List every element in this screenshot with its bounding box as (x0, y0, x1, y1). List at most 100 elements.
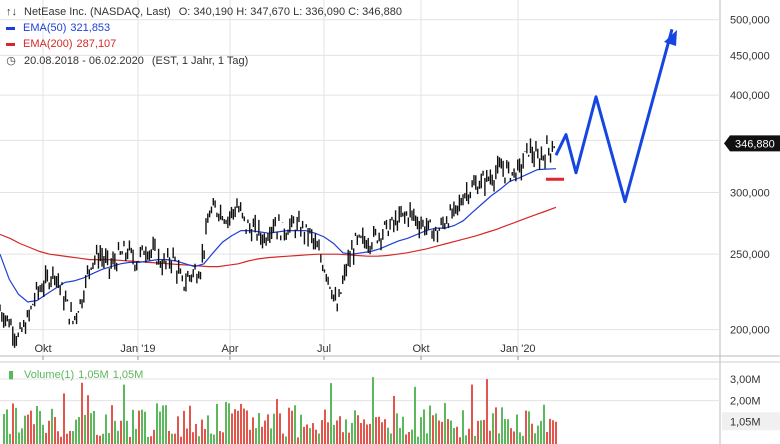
volume-bar-down (471, 384, 473, 444)
volume-bar-down (219, 431, 221, 444)
volume-bar-down (495, 407, 497, 444)
volume-bar-up (6, 409, 8, 444)
y-tick-label: 200,000 (730, 325, 770, 337)
ohlc-values: O: 340,190 H: 347,670 L: 336,090 C: 346,… (178, 6, 402, 18)
volume-bar-down (138, 410, 140, 444)
axes: 500,000450,000400,000350,000300,000250,0… (34, 15, 780, 431)
volume-bar-up (42, 424, 44, 444)
x-tick-label: Apr (221, 343, 238, 355)
volume-bar-up (108, 432, 110, 444)
volume-bar-up (216, 403, 218, 444)
volume-bar-up (333, 424, 335, 444)
volume-bar-down (360, 423, 362, 444)
volume-bar-up (156, 403, 158, 444)
volume-bar-up (345, 419, 347, 444)
volume-bar-down (348, 432, 350, 444)
volume-bar-down (54, 417, 56, 444)
volume-bar-down (546, 431, 548, 444)
date-range: 20.08.2018 - 06.02.2020 (24, 55, 144, 67)
volume-bar-down (477, 420, 479, 444)
ema200-value: 287,107 (76, 38, 117, 50)
volume-bar-down (438, 420, 440, 444)
volume-bar-down (297, 437, 299, 444)
volume-bar-up (21, 428, 23, 444)
volume-bar-up (435, 413, 437, 444)
volume-bar-up (159, 411, 161, 444)
volume-bar-down (45, 432, 47, 444)
volume-bar-down (33, 424, 35, 444)
clock-icon: ◷ (6, 55, 16, 67)
volume-bar-down (447, 418, 449, 444)
volume-bar-up (210, 433, 212, 444)
volume-bar-down (513, 431, 515, 444)
volume-bar-up (3, 413, 5, 444)
volume-bar-down (324, 409, 326, 444)
volume-bar-down (549, 418, 551, 444)
volume-bar-down (57, 431, 59, 444)
volume-bar-up (36, 406, 38, 444)
volume-bar-down (363, 419, 365, 444)
volume-bar-up (534, 433, 536, 444)
volume-bar-up (123, 384, 125, 444)
volume-bar-down (531, 423, 533, 444)
volume-bar-up (516, 414, 518, 444)
volume-bar-down (201, 419, 203, 444)
volume-value-2: 1,05M (112, 369, 144, 381)
volume-bar-up (144, 411, 146, 444)
ema50-line (0, 168, 557, 303)
volume-bar-up (105, 414, 107, 444)
volume-bar-up (492, 413, 494, 444)
volume-bar-down (186, 428, 188, 444)
volume-bar-down (30, 410, 32, 444)
volume-bar-down (525, 410, 527, 444)
volume-bar-up (402, 416, 404, 444)
volume-bar-up (78, 417, 80, 444)
x-tick-label: Jul (317, 343, 331, 355)
volume-bar-up (273, 413, 275, 444)
volume-bar-up (285, 436, 287, 444)
volume-bar-down (279, 413, 281, 444)
volume-bar-down (357, 415, 359, 444)
volume-bar-up (255, 428, 257, 444)
volume-bar-up (309, 428, 311, 444)
volume-bar-up (417, 436, 419, 444)
y-tick-label: 400,000 (730, 90, 770, 102)
volume-bar-up (429, 405, 431, 444)
volume-bar-up (519, 432, 521, 444)
last-price-badge (724, 135, 780, 152)
volume-bar-up (51, 408, 53, 444)
volume-bar-up (540, 420, 542, 444)
volume-bar-down (369, 423, 371, 444)
volume-bar-up (171, 433, 173, 444)
volume-bar-up (423, 409, 425, 444)
volume-bar-down (234, 409, 236, 444)
y-tick-label: 500,000 (730, 15, 770, 27)
volume-bar-down (249, 429, 251, 444)
projection-arrowhead (664, 30, 677, 46)
volume-bar-down (456, 426, 458, 444)
volume-bar-up (198, 436, 200, 444)
volume-bar-up (117, 430, 119, 444)
volume-bars-icon: ▮ (7, 369, 15, 381)
volume-bar-up (444, 403, 446, 444)
volume-bar-up (474, 435, 476, 444)
candlestick-icon: ↑↓ (6, 6, 17, 18)
volume-bar-down (96, 434, 98, 444)
volume-plot (3, 377, 557, 444)
legend-instrument: ↑↓ NetEase Inc. (NASDAQ, Last) O: 340,190 … (6, 6, 410, 18)
range-detail: (EST, 1 Jahr, 1 Tag) (151, 55, 249, 67)
ema50-value: 321,853 (70, 22, 111, 34)
volume-bar-down (555, 421, 557, 444)
volume-bar-up (462, 410, 464, 444)
volume-bar-down (327, 422, 329, 444)
volume-bar-down (153, 429, 155, 444)
volume-bar-down (12, 403, 14, 444)
volume-bar-down (291, 410, 293, 444)
volume-bar-up (372, 377, 374, 444)
volume-bar-down (204, 428, 206, 444)
instrument-name: NetEase Inc. (NASDAQ, Last) (24, 6, 171, 18)
volume-tick-label: 3,00M (730, 374, 761, 386)
volume-bar-up (147, 436, 149, 444)
legend-range: ◷ 20.08.2018 - 06.02.2020 (EST, 1 Jahr, 1 … (6, 54, 256, 67)
volume-bar-down (288, 407, 290, 444)
